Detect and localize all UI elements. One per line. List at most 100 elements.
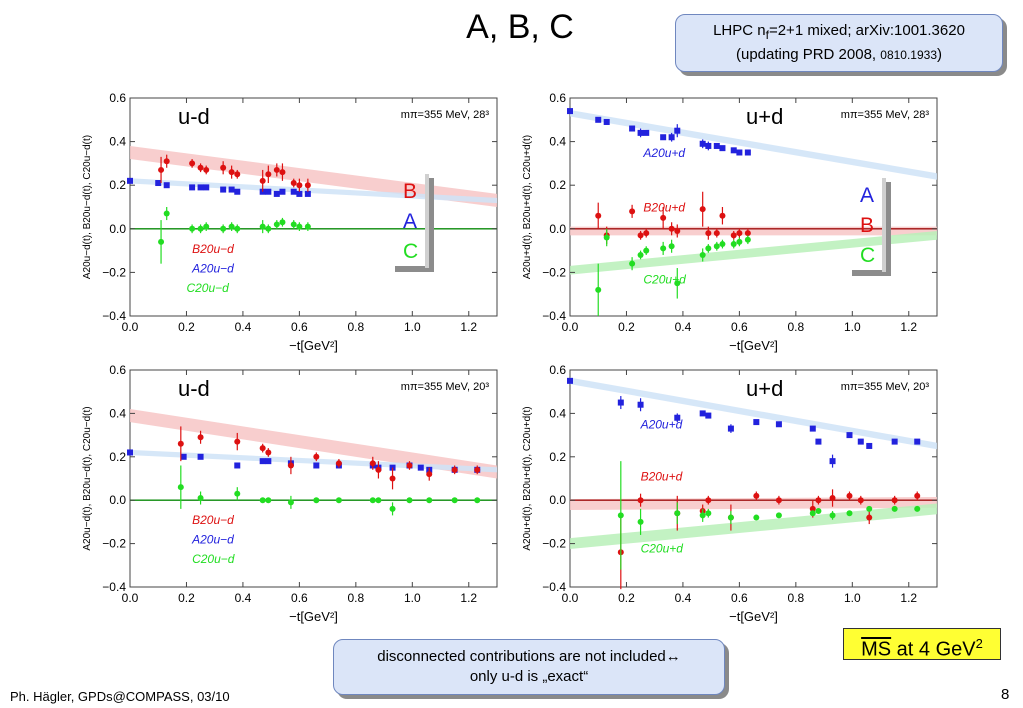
- data-point-A: [775, 421, 782, 428]
- data-point-B: [203, 166, 210, 173]
- plot-frame: [129, 97, 498, 317]
- data-point-A: [259, 188, 266, 195]
- legend-letter-C: C: [860, 244, 875, 267]
- data-point-A: [335, 462, 342, 469]
- x-tick-label: 0.8: [348, 591, 365, 605]
- series-label-A: A20u+d: [640, 418, 683, 432]
- x-tick-label: 0.2: [618, 320, 635, 334]
- data-point-B: [389, 475, 396, 482]
- fit-band-A: [130, 449, 497, 473]
- data-point-A: [369, 462, 376, 469]
- y-tick-label: −0.2: [542, 537, 566, 551]
- y-axis-label: A20u−d(t), B20u−d(t), C20u−d(t): [82, 406, 93, 550]
- ms-scheme-label: MS at 4 GeV2: [843, 628, 1001, 661]
- x-tick-label: 0.4: [675, 591, 692, 605]
- data-point-C: [296, 223, 303, 230]
- data-point-C: [617, 512, 624, 519]
- mass-volume-label: mπ=355 MeV, 20³: [401, 381, 490, 393]
- x-tick-label: 0.6: [291, 320, 308, 334]
- plot-frame: [129, 369, 498, 588]
- y-tick-label: −0.2: [102, 537, 126, 551]
- data-point-C: [603, 234, 610, 241]
- data-point-C: [158, 238, 165, 245]
- data-point-B: [705, 497, 712, 504]
- data-point-B: [730, 232, 737, 239]
- series-label-A: A20u−d: [191, 261, 234, 275]
- y-tick-label: −0.4: [102, 309, 126, 323]
- data-point-C: [643, 247, 650, 254]
- data-point-C: [259, 497, 266, 504]
- x-axis-label: −t[GeV²]: [289, 609, 338, 624]
- data-point-B: [259, 177, 266, 184]
- data-point-C: [265, 497, 272, 504]
- plot-frame: [569, 97, 938, 317]
- y-axis-label: A20u+d(t), B20u+d(t), C20u+d(t): [522, 135, 533, 279]
- footer-text: Ph. Hägler, GPDs@COMPASS, 03/10: [10, 689, 230, 704]
- y-tick-label: −0.2: [102, 265, 126, 279]
- y-tick-label: 0.6: [549, 91, 566, 105]
- x-tick-label: 0.2: [178, 320, 195, 334]
- data-point-C: [304, 223, 311, 230]
- data-point-B: [668, 225, 675, 232]
- y-tick-label: 0.6: [549, 363, 566, 377]
- fit-band-A: [570, 109, 937, 180]
- legend-bracket-light: [882, 178, 886, 272]
- data-point-C: [287, 499, 294, 506]
- data-point-A: [265, 458, 272, 465]
- mass-volume-label: mπ=355 MeV, 20³: [841, 381, 930, 393]
- page-number: 8: [1001, 686, 1010, 703]
- data-point-C: [660, 245, 667, 252]
- data-point-B: [375, 466, 382, 473]
- y-tick-label: −0.2: [542, 265, 566, 279]
- data-point-B: [451, 466, 458, 473]
- x-tick-label: 1.2: [900, 591, 917, 605]
- data-point-A: [846, 432, 853, 439]
- series-label-B: B20u+d: [643, 200, 685, 214]
- fit-band-B: [570, 226, 937, 236]
- data-point-A: [197, 453, 204, 460]
- data-point-C: [713, 243, 720, 250]
- data-point-C: [203, 223, 210, 230]
- data-point-B: [891, 497, 898, 504]
- data-point-A: [674, 127, 681, 134]
- x-axis-label: −t[GeV²]: [729, 609, 778, 624]
- data-point-A: [375, 464, 382, 471]
- data-point-A: [313, 462, 320, 469]
- data-point-B: [426, 471, 433, 478]
- series-label-C: C20u−d: [192, 552, 235, 566]
- data-point-B: [857, 497, 864, 504]
- data-point-B: [727, 514, 734, 521]
- data-point-B: [279, 169, 286, 176]
- data-point-B: [369, 460, 376, 467]
- data-point-B: [265, 449, 272, 456]
- data-point-C: [189, 225, 196, 232]
- data-point-B: [637, 497, 644, 504]
- data-point-B: [287, 462, 294, 469]
- x-tick-label: 0.2: [178, 591, 195, 605]
- data-point-B: [603, 232, 610, 239]
- x-axis-label: −t[GeV²]: [289, 338, 338, 353]
- data-point-B: [736, 230, 743, 237]
- data-point-B: [629, 208, 636, 215]
- data-point-A: [668, 134, 675, 141]
- data-point-B: [829, 495, 836, 502]
- x-tick-label: 0.4: [235, 320, 252, 334]
- data-point-B: [290, 180, 297, 187]
- x-tick-label: 0.6: [731, 591, 748, 605]
- data-point-B: [617, 549, 624, 556]
- data-point-B: [189, 160, 196, 167]
- data-point-A: [273, 190, 280, 197]
- x-tick-label: 0.0: [122, 320, 139, 334]
- data-point-A: [265, 188, 272, 195]
- x-tick-label: 0.8: [348, 320, 365, 334]
- data-point-C: [815, 508, 822, 515]
- data-point-C: [335, 497, 342, 504]
- data-point-A: [228, 186, 235, 193]
- legend-letter-B: B: [860, 214, 874, 237]
- data-point-B: [335, 460, 342, 467]
- data-point-B: [660, 214, 667, 221]
- data-point-C: [891, 505, 898, 512]
- data-point-C: [705, 245, 712, 252]
- data-point-B: [296, 182, 303, 189]
